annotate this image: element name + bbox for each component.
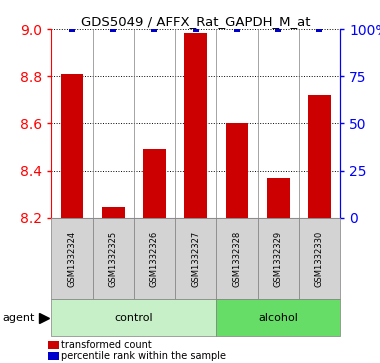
Bar	[143, 149, 166, 218]
Point	[193, 26, 199, 32]
Text: percentile rank within the sample: percentile rank within the sample	[61, 351, 226, 361]
Text: GSM1332326: GSM1332326	[150, 231, 159, 287]
Text: control: control	[114, 313, 153, 323]
Point	[69, 26, 75, 32]
Bar	[184, 33, 207, 218]
Text: GSM1332330: GSM1332330	[315, 231, 324, 287]
Point	[317, 26, 323, 32]
Text: alcohol: alcohol	[258, 313, 298, 323]
Point	[275, 26, 281, 32]
Text: GSM1332325: GSM1332325	[109, 231, 118, 287]
Text: GSM1332327: GSM1332327	[191, 231, 200, 287]
Bar	[226, 123, 248, 218]
Text: GSM1332324: GSM1332324	[67, 231, 76, 287]
Title: GDS5049 / AFFX_Rat_GAPDH_M_at: GDS5049 / AFFX_Rat_GAPDH_M_at	[81, 15, 310, 28]
Text: GSM1332328: GSM1332328	[233, 231, 241, 287]
Bar	[308, 95, 331, 218]
Bar	[60, 74, 83, 218]
Bar	[267, 178, 290, 218]
Text: agent: agent	[2, 313, 34, 323]
Bar	[102, 207, 125, 218]
Point	[234, 26, 240, 32]
Text: transformed count: transformed count	[61, 340, 152, 350]
Point	[110, 26, 116, 32]
Point	[151, 26, 157, 32]
Text: GSM1332329: GSM1332329	[274, 231, 283, 287]
